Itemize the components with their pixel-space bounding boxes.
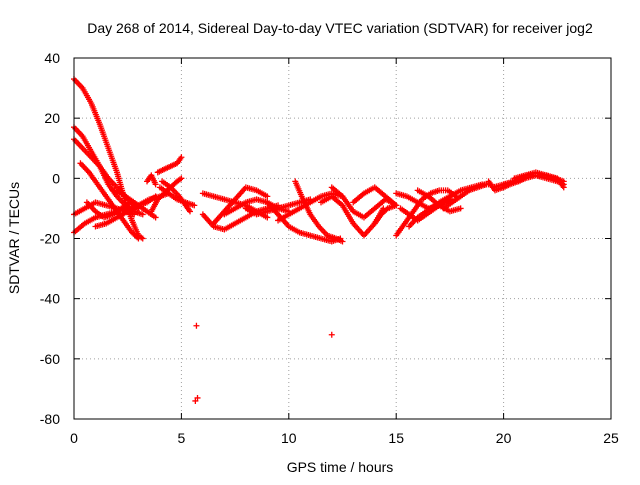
series-track-37 [511,172,567,191]
data-point [178,154,185,161]
y-tick-label: 0 [52,170,60,186]
x-tick-label: 5 [178,430,186,446]
data-point [191,202,198,209]
y-tick-label: -60 [40,351,60,367]
series-track-11 [154,154,185,176]
y-tick-label: -40 [40,291,60,307]
x-tick-label: 0 [70,430,78,446]
series-track-22 [292,178,346,245]
x-tick-label: 10 [281,430,297,446]
x-tick-label: 15 [388,430,404,446]
data-point [328,331,335,338]
series-track-7 [83,199,133,221]
data-point [152,181,159,188]
data-point [194,394,201,401]
data-point [383,206,390,213]
data-point [560,184,567,191]
y-tick-label: 20 [44,110,60,126]
x-tick-label: 25 [603,430,619,446]
data-point [134,234,141,241]
data-point [339,238,346,245]
data-point [457,205,464,212]
data-point [186,208,193,215]
axis-ticks: 0 5 10 15 20 25 -80 -60 -40 -20 0 20 40 [40,50,619,446]
series-track-14 [159,178,193,215]
series-track-33 [440,181,490,212]
y-tick-label: -20 [40,231,60,247]
series-track-12 [144,172,159,188]
x-axis-label: GPS time / hours [287,459,394,475]
data-point [152,214,159,221]
series-outliers [192,322,335,404]
data-points [71,76,567,404]
data-point [139,211,146,218]
series-track-23 [318,193,387,239]
data-point [192,397,199,404]
data-point [178,175,185,182]
data-point [135,235,142,242]
data-point [264,214,271,221]
series-track-28 [393,187,460,239]
y-axis-label: SDTVAR / TECUs [6,182,22,294]
series-track-26 [371,202,400,227]
chart-title: Day 268 of 2014, Sidereal Day-to-day VTE… [87,20,593,36]
x-tick-label: 20 [496,430,512,446]
data-point [264,193,271,200]
data-point [193,322,200,329]
data-point [393,202,400,209]
y-tick-label: -80 [40,411,60,427]
data-point [131,211,138,218]
y-tick-label: 40 [44,50,60,66]
series-track-31 [414,187,464,215]
plot-frame [73,57,612,420]
